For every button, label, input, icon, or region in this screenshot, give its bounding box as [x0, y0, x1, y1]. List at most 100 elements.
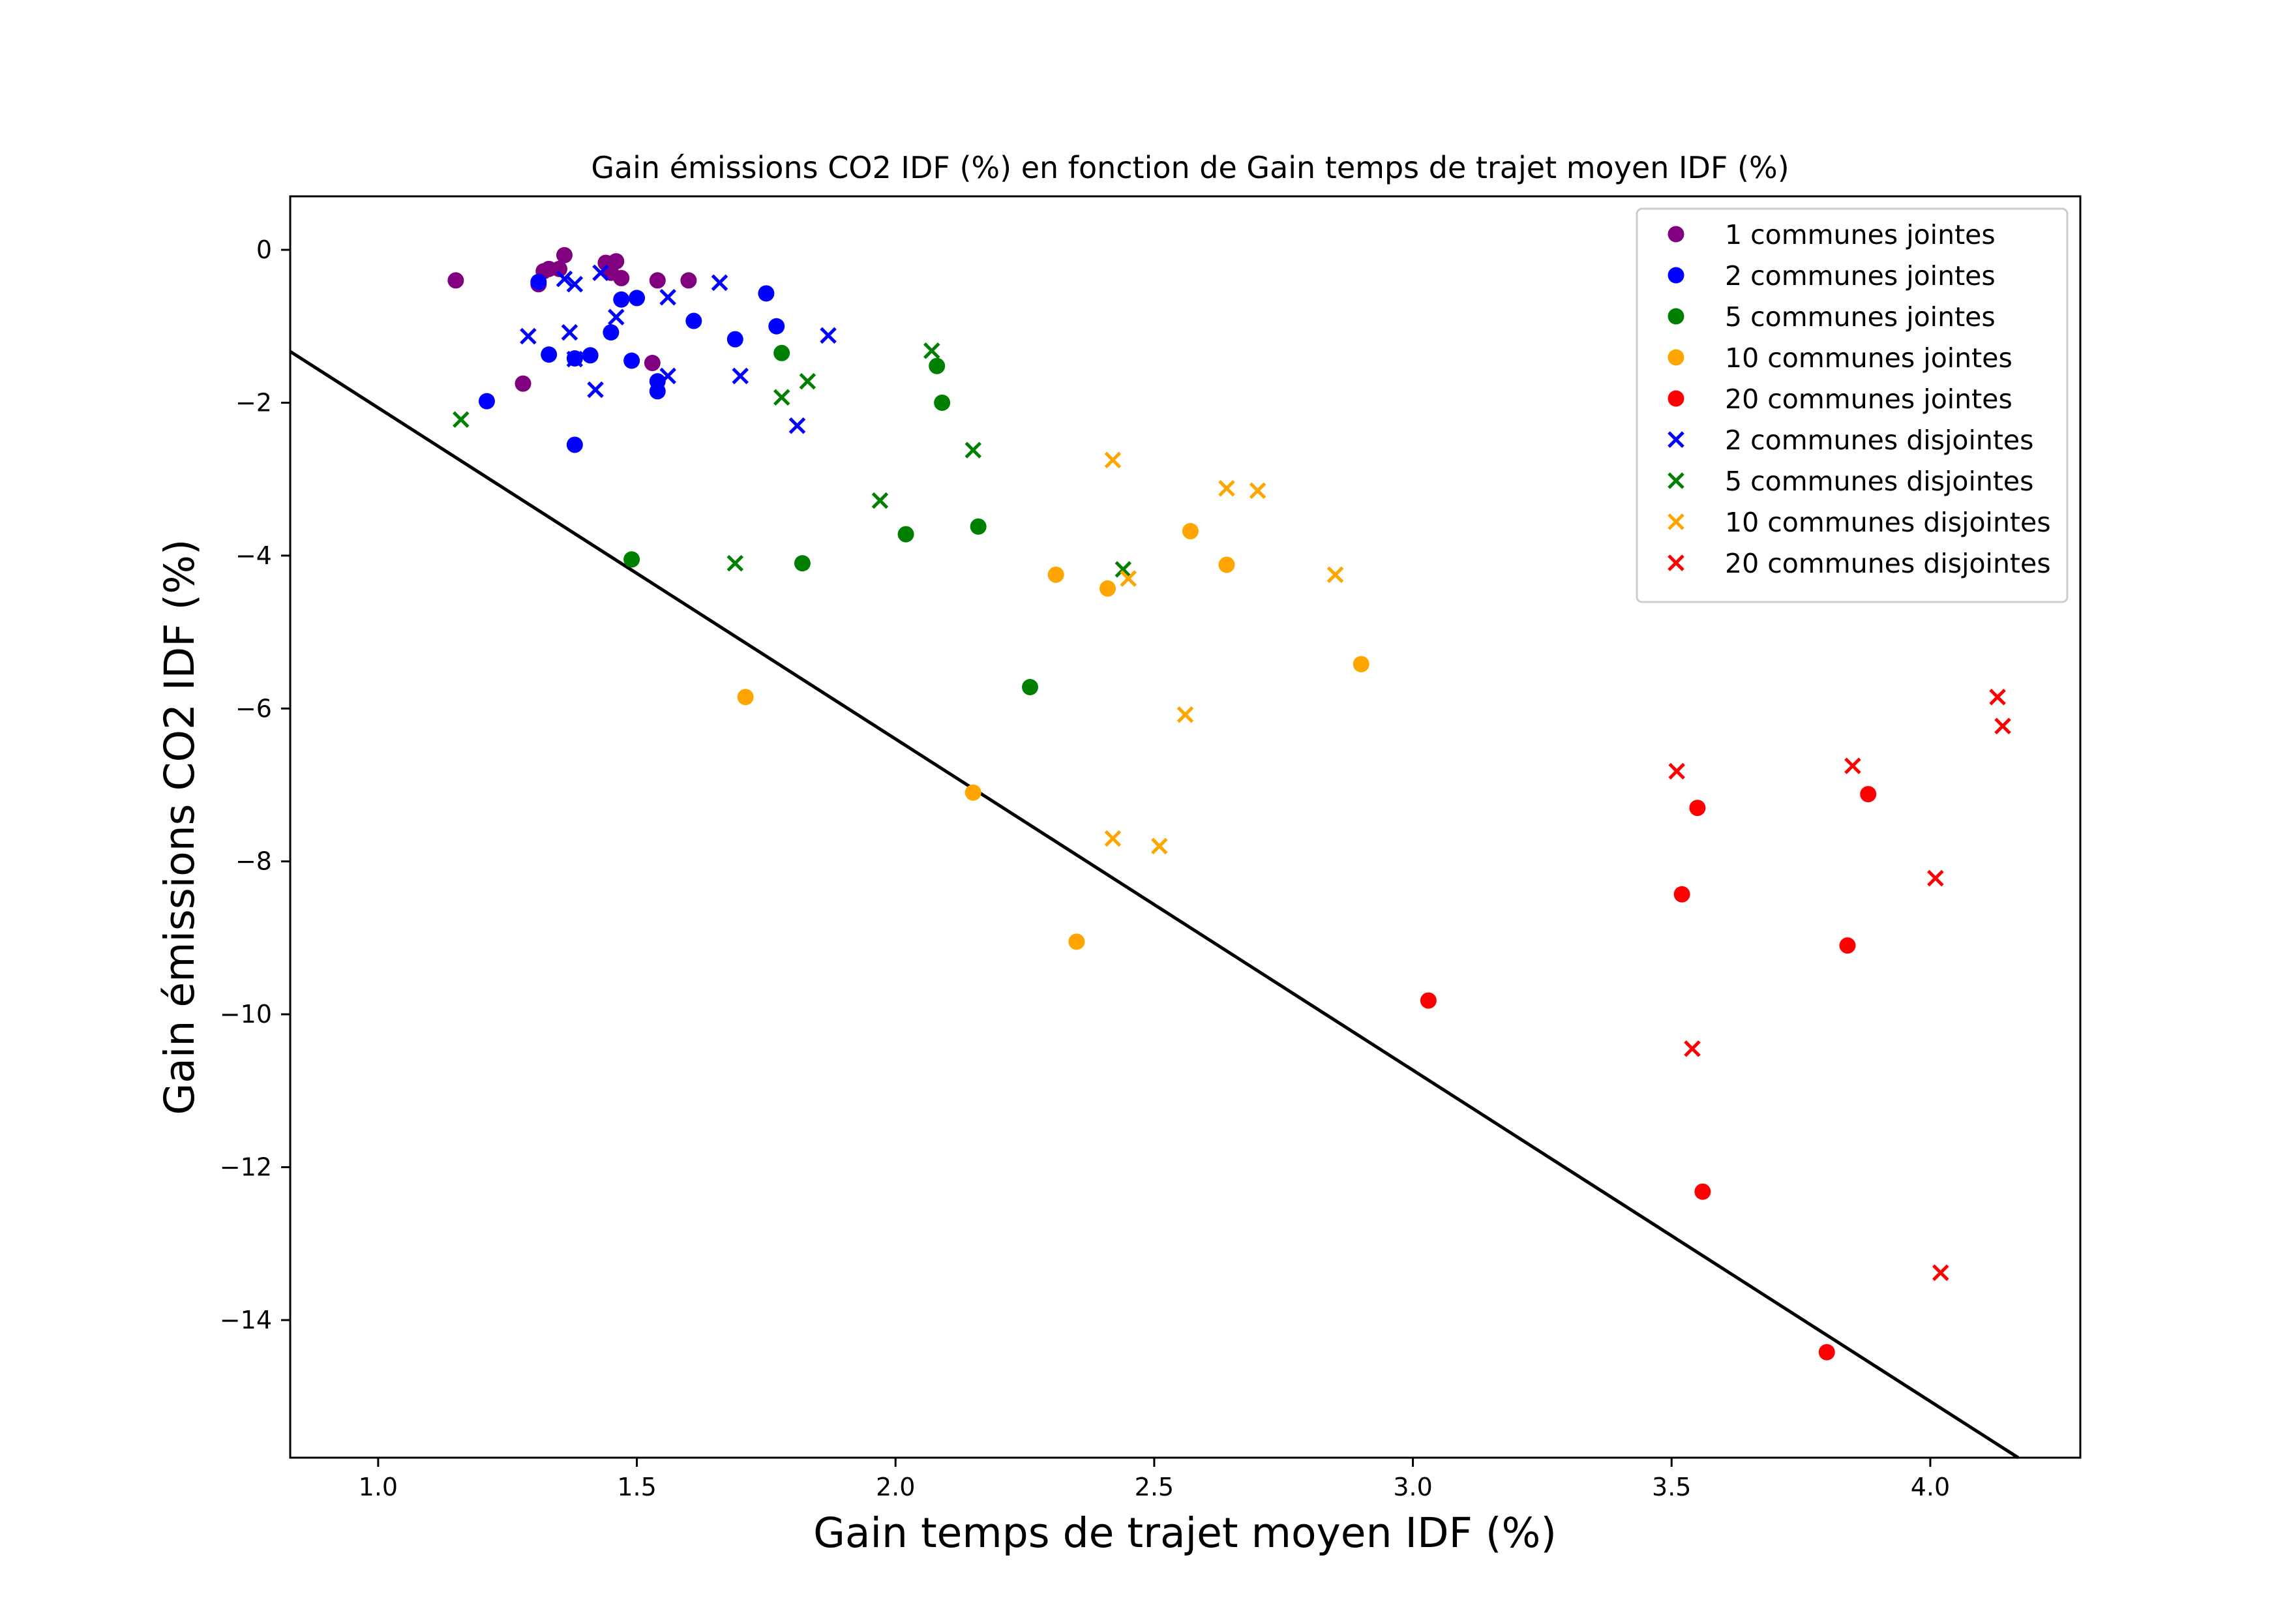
scatter-point-circle [566, 436, 583, 453]
scatter-point-x [659, 367, 676, 385]
scatter-point-circle [582, 347, 599, 364]
scatter-point-circle [623, 352, 640, 369]
scatter-point-x [556, 270, 573, 288]
legend-marker [1668, 431, 1684, 448]
plot-frame [289, 195, 2082, 1459]
x-axis-label: Gain temps de trajet moyen IDF (%) [813, 1509, 1557, 1557]
x-tick-label: 4.0 [1911, 1473, 1950, 1501]
scatter-point-x [773, 389, 790, 406]
x-tick-label: 3.5 [1652, 1473, 1691, 1501]
scatter-point-x [520, 327, 537, 345]
x-tick-label: 3.0 [1393, 1473, 1432, 1501]
scatter-point-x [923, 342, 940, 359]
x-tick-label: 1.0 [359, 1473, 398, 1501]
scatter-point-circle [758, 285, 775, 302]
trend-line [289, 350, 2020, 1460]
y-tick-label: −2 [235, 388, 272, 417]
scatter-point-x [587, 381, 604, 398]
scatter-point-x [608, 308, 625, 325]
scatter-point-x [1104, 451, 1122, 469]
scatter-point-circle [608, 253, 625, 270]
axis-ticks: 1.0 1.5 2.0 2.5 3.0 3.5 4.0 0 −2 −4 −6 −8 −10 −12 −14 [220, 235, 1950, 1501]
scatter-point-circle [768, 318, 785, 335]
scatter-point-circle [934, 394, 951, 411]
y-tick-label: −6 [235, 694, 272, 723]
scatter-point-x [871, 492, 889, 509]
scatter-point-x [1218, 479, 1235, 497]
legend-marker [1668, 308, 1684, 325]
scatter-point-x [566, 276, 584, 293]
legend-marker [1668, 472, 1684, 489]
scatter-point-circle [1218, 556, 1235, 573]
y-tick-label: −8 [235, 847, 272, 876]
legend-label: 20 communes disjointes [1725, 548, 2051, 579]
scatter-point-circle [680, 272, 697, 289]
scatter-point-x [1994, 717, 2011, 735]
scatter-point-x [1989, 688, 2006, 706]
scatter-point-circle [447, 272, 464, 289]
scatter-point-circle [685, 312, 702, 329]
y-tick-label: 0 [256, 235, 272, 264]
scatter-point-x [659, 288, 676, 306]
scatter-point-circle [556, 247, 573, 263]
scatter-point-circle [726, 331, 743, 348]
chart-title: Gain émissions CO2 IDF (%) en fonction d… [591, 150, 1789, 185]
scatter-point-circle [1839, 937, 1856, 954]
scatter-point-x [1844, 757, 1861, 774]
scatter-point-circle [965, 784, 981, 801]
scatter-point-x [799, 372, 816, 390]
plot-area: 1.0 1.5 2.0 2.5 3.0 3.5 4.0 0 −2 −4 −6 −8 −10 −12 −14 [220, 195, 2082, 1501]
legend-box [1636, 207, 2069, 603]
scatter-point-circle [1182, 522, 1199, 539]
scatter-point-x [711, 274, 728, 292]
scatter-point-circle [1694, 1183, 1711, 1200]
y-tick-label: −4 [235, 541, 272, 570]
y-axis-label: Gain émissions CO2 IDF (%) [156, 539, 203, 1115]
scatter-point-circle [897, 526, 914, 543]
scatter-point-x [1120, 570, 1137, 587]
scatter-point-circle [1068, 933, 1085, 950]
scatter-point-x [592, 264, 609, 281]
y-tick-label: −12 [220, 1153, 272, 1182]
legend: 1 communes jointes 2 communes jointes 5 co… [1636, 207, 2069, 603]
scatter-point-x [820, 327, 837, 344]
scatter-point-x [561, 323, 578, 341]
legend-label: 20 communes jointes [1725, 383, 2012, 415]
scatter-point-circle [551, 260, 568, 277]
x-tick-label: 2.0 [876, 1473, 915, 1501]
scatter-point-circle [613, 269, 630, 286]
scatter-point-x [788, 417, 806, 434]
legend-label: 10 communes disjointes [1725, 507, 2051, 538]
scatter-point-circle [773, 344, 790, 361]
scatter-point-circle [737, 689, 754, 706]
scatter-point-circle [530, 273, 547, 290]
y-tick-label: −10 [220, 1000, 272, 1029]
legend-marker [1668, 349, 1684, 366]
scatter-point-circle [644, 355, 661, 372]
scatter-point-circle [613, 291, 630, 308]
scatter-point-circle [649, 383, 666, 400]
scatter-point-circle [1860, 786, 1877, 803]
scatter-point-x [1115, 561, 1132, 578]
scatter-point-circle [649, 272, 666, 289]
scatter-point-circle [603, 324, 620, 341]
x-tick-label: 1.5 [617, 1473, 656, 1501]
legend-label: 5 communes disjointes [1725, 466, 2034, 497]
scatter-point-x [1104, 830, 1122, 847]
scatter-point-x [1927, 869, 1944, 887]
scatter-point-circle [515, 375, 531, 392]
scatter-point-x [1326, 566, 1344, 583]
trend-line-group [289, 350, 2020, 1460]
scatter-point-circle [929, 357, 946, 374]
scatter-point-x [1176, 706, 1194, 723]
legend-marker [1668, 390, 1684, 407]
scatter-point-x [732, 367, 749, 385]
scatter-point-x [1151, 837, 1168, 855]
legend-marker [1668, 554, 1684, 571]
scatter-point-circle [541, 346, 558, 363]
scatter-point-circle [794, 555, 811, 572]
scatter-point-circle [1047, 566, 1064, 583]
scatter-point-circle [1420, 992, 1437, 1009]
legend-label: 10 communes jointes [1725, 342, 2012, 374]
